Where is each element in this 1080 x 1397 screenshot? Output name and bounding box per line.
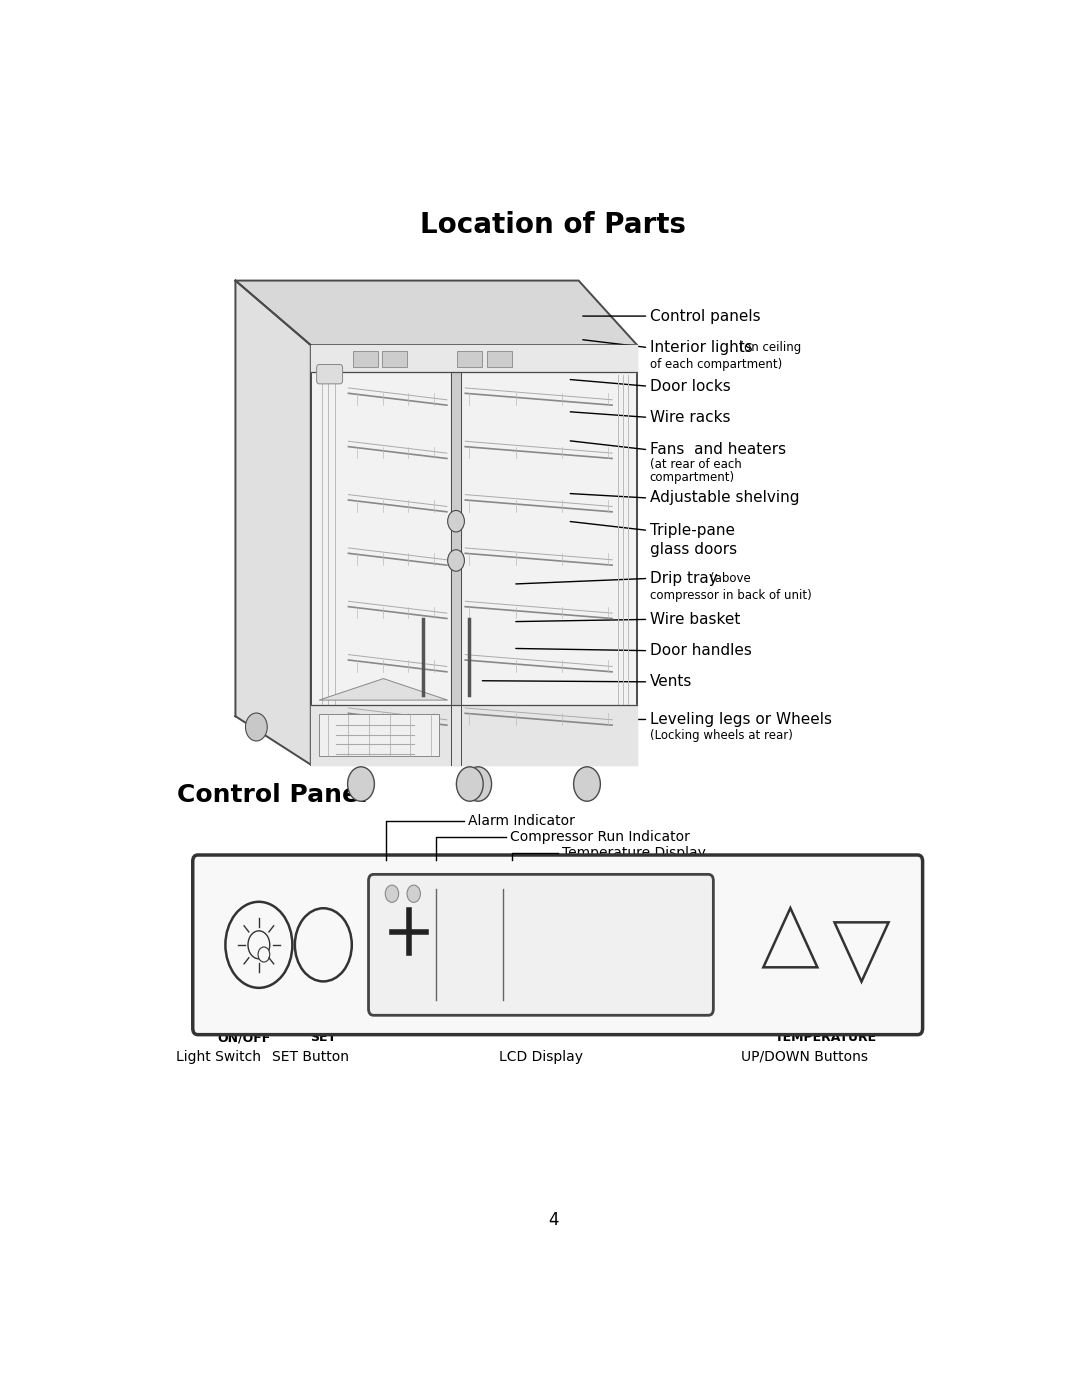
Text: Door locks: Door locks [650, 379, 730, 394]
Text: (above: (above [710, 571, 751, 585]
Text: (Locking wheels at rear): (Locking wheels at rear) [650, 729, 793, 742]
Text: Triple-pane: Triple-pane [650, 522, 734, 538]
Text: (at rear of each: (at rear of each [650, 458, 742, 471]
Circle shape [245, 712, 267, 740]
FancyBboxPatch shape [316, 365, 342, 384]
Text: Control panels: Control panels [650, 309, 760, 324]
Polygon shape [235, 281, 311, 764]
Circle shape [407, 886, 420, 902]
Text: Compressor Run Indicator: Compressor Run Indicator [510, 830, 690, 844]
Text: Adjustable shelving: Adjustable shelving [650, 490, 799, 506]
Circle shape [464, 767, 491, 802]
Text: Drip tray: Drip tray [650, 571, 717, 587]
Text: Wire racks: Wire racks [650, 409, 730, 425]
Text: Control Panel: Control Panel [177, 782, 367, 807]
Text: DISPLAY: DISPLAY [585, 992, 626, 1003]
Text: Wire basket: Wire basket [650, 612, 740, 627]
Polygon shape [835, 922, 889, 982]
Text: Light Switch: Light Switch [176, 1049, 261, 1063]
Polygon shape [235, 281, 637, 345]
Text: Temperature Display: Temperature Display [562, 845, 705, 861]
Text: glass doors: glass doors [650, 542, 737, 557]
Text: of each compartment): of each compartment) [650, 358, 782, 372]
Circle shape [573, 767, 600, 802]
Text: TEMPERATURE: TEMPERATURE [774, 1031, 877, 1045]
Polygon shape [311, 345, 637, 372]
Text: RUN: RUN [423, 992, 445, 1003]
Text: Interior lights: Interior lights [650, 339, 753, 355]
Text: Location of Parts: Location of Parts [420, 211, 687, 239]
Polygon shape [764, 908, 818, 967]
Polygon shape [451, 372, 461, 764]
Circle shape [348, 767, 375, 802]
Text: compressor in back of unit): compressor in back of unit) [650, 590, 811, 602]
Text: SET Button: SET Button [272, 1049, 349, 1063]
Text: ON/OFF: ON/OFF [217, 1031, 270, 1045]
Bar [352, 351, 378, 366]
Polygon shape [320, 714, 440, 756]
FancyBboxPatch shape [368, 875, 714, 1016]
Polygon shape [311, 705, 637, 764]
Text: Leveling legs or Wheels: Leveling legs or Wheels [650, 712, 832, 726]
Bar [457, 351, 483, 366]
Circle shape [295, 908, 352, 982]
Polygon shape [311, 345, 637, 764]
Text: UP/DOWN Buttons: UP/DOWN Buttons [741, 1049, 868, 1063]
Text: LCD Display: LCD Display [499, 1049, 583, 1063]
Text: Vents: Vents [650, 675, 692, 689]
Circle shape [226, 902, 293, 988]
Bar [382, 351, 407, 366]
Text: Alarm Indicator: Alarm Indicator [468, 813, 575, 827]
Text: Fans  and heaters: Fans and heaters [650, 441, 786, 457]
Circle shape [448, 550, 464, 571]
Text: (on ceiling: (on ceiling [732, 341, 801, 353]
Text: SET: SET [310, 1031, 336, 1045]
Text: Door handles: Door handles [650, 643, 752, 658]
Text: 4: 4 [549, 1211, 558, 1229]
Circle shape [457, 767, 483, 802]
FancyBboxPatch shape [192, 855, 922, 1035]
Circle shape [248, 930, 270, 958]
Circle shape [448, 510, 464, 532]
Polygon shape [320, 679, 448, 700]
Circle shape [386, 886, 399, 902]
Text: compartment): compartment) [650, 471, 734, 483]
Circle shape [258, 947, 270, 963]
Bar [486, 351, 512, 366]
